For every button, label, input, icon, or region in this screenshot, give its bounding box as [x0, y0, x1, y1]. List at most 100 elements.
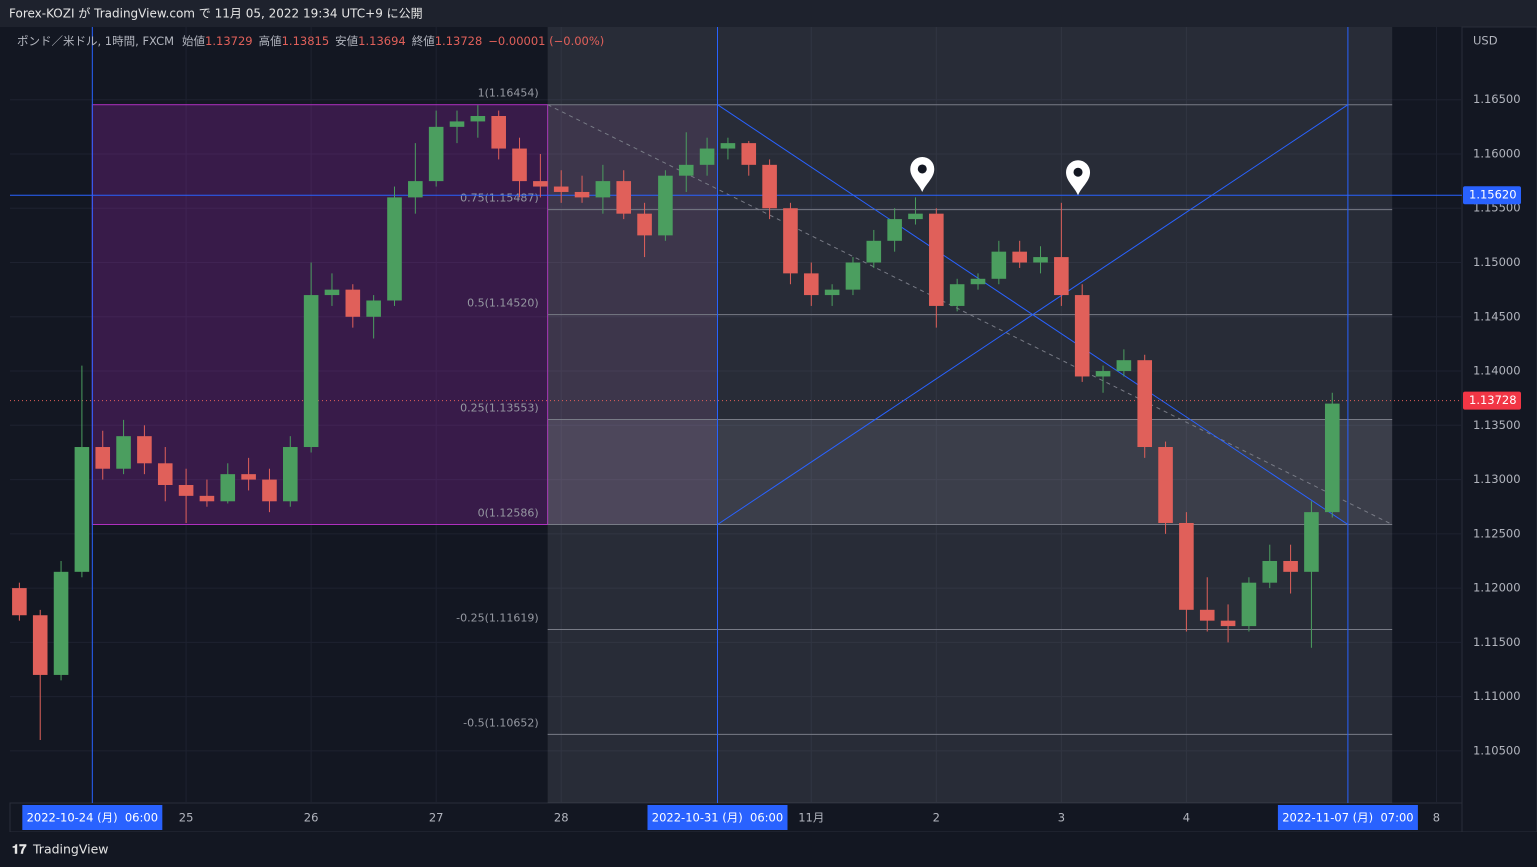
- x-tick-label: 3: [1058, 811, 1065, 825]
- candle-body: [699, 148, 715, 165]
- y-tick-label: 1.10500: [1473, 743, 1521, 757]
- legend-change: −0.00001 (−0.00%): [488, 34, 604, 48]
- candle-body: [324, 289, 340, 296]
- y-tick-label: 1.14500: [1473, 309, 1521, 323]
- candle-body: [220, 474, 236, 502]
- candle-body: [345, 289, 361, 317]
- header-bar: [0, 0, 1537, 27]
- candle-body: [553, 186, 569, 192]
- chart-layer: 1(1.16454) 0.75(1.15487) 0.5(1.14520) 0.25(…: [10, 27, 1462, 803]
- legend-value: 1.13729: [205, 34, 253, 48]
- x-tick-label: 28: [554, 811, 569, 825]
- x-tick-label: 25: [179, 811, 194, 825]
- y-tick-label: 1.16000: [1473, 146, 1521, 160]
- y-tick-label: 1.14000: [1473, 364, 1521, 378]
- candle-body: [678, 164, 694, 176]
- candle-body: [1199, 609, 1215, 621]
- candle-body: [762, 164, 777, 209]
- crosshair-label-bg: [22, 805, 163, 830]
- fib-label: 1(1.16454): [478, 87, 539, 100]
- candle-body: [157, 463, 173, 486]
- x-tick-label: 11月: [798, 811, 824, 825]
- fib-zone: [91, 104, 549, 526]
- candle-body: [449, 121, 465, 127]
- candle-body: [53, 571, 69, 675]
- y-tick-label: 1.12500: [1473, 526, 1521, 540]
- candle-body: [262, 479, 277, 502]
- legend-name: 終値: [412, 34, 435, 48]
- last-price-bg: [1463, 391, 1521, 410]
- header: Forex-KOZI が TradingView.com で 11月 05, 2…: [9, 6, 423, 21]
- footer: TradingView: [32, 842, 109, 857]
- candle-body: [1283, 560, 1298, 572]
- candle-body: [1179, 522, 1194, 610]
- candle-body: [366, 300, 381, 317]
- candle-body: [887, 219, 902, 241]
- candle-body: [428, 126, 444, 182]
- candle-body: [178, 485, 194, 496]
- fib-label: 0.75(1.15487): [460, 192, 539, 205]
- y-tick-label: 1.13500: [1473, 418, 1521, 432]
- candle-body: [533, 181, 548, 187]
- candle-body: [408, 181, 423, 198]
- candle-body: [1158, 447, 1173, 523]
- candle-body: [658, 175, 673, 236]
- candle-body: [387, 197, 402, 301]
- fib-label: 0(1.12586): [478, 507, 539, 520]
- candle-body: [929, 213, 944, 306]
- candle-body: [574, 191, 590, 198]
- candle-body: [199, 495, 215, 502]
- fib-area: [547, 27, 1393, 803]
- legend-name: 高値: [259, 34, 282, 48]
- last-price-label: 1.13728: [1469, 393, 1517, 407]
- y-tick-label: 1.16500: [1473, 92, 1521, 106]
- candle-body: [637, 213, 652, 236]
- candle-body: [95, 447, 111, 469]
- fib-label: -0.5(1.10652): [463, 716, 539, 729]
- x-tick-label: 8: [1433, 811, 1440, 825]
- y-tick-label: 1.11000: [1473, 689, 1521, 703]
- candle-body: [866, 240, 882, 263]
- candle-body: [491, 115, 506, 149]
- candle-body: [908, 213, 923, 220]
- footer-bar: [0, 832, 1537, 867]
- symbol: ポンド／米ドル, 1時間, FXCM: [17, 34, 174, 48]
- x-tick-label: 26: [304, 811, 319, 825]
- candle-body: [741, 143, 757, 165]
- candle-body: [783, 208, 798, 274]
- candle-body: [1304, 512, 1319, 572]
- pin-marker: [910, 156, 935, 192]
- candle-body: [1012, 251, 1027, 263]
- candle-body: [74, 447, 90, 572]
- crosshair-label: 2022-11-07 (月) 07:00: [1282, 811, 1413, 825]
- x-tick-label: 4: [1183, 811, 1190, 825]
- candle-body: [1220, 620, 1236, 627]
- candle-body: [1095, 371, 1111, 377]
- cross-line: [717, 104, 1349, 525]
- x-tick-label: 27: [429, 811, 444, 825]
- price-axis: [1461, 26, 1537, 833]
- x-tick-label: 2: [933, 811, 940, 825]
- candle-body: [720, 143, 736, 149]
- fib-label: 0.25(1.13553): [460, 402, 539, 415]
- candle-body: [970, 278, 986, 285]
- y-tick-label: 1.13000: [1473, 472, 1521, 486]
- candle-body: [241, 474, 256, 480]
- crosshair-label: 2022-10-24 (月) 06:00: [27, 811, 158, 825]
- candle-body: [137, 436, 152, 464]
- y-tick-label: 1.15000: [1473, 255, 1521, 269]
- candle-body: [616, 181, 632, 214]
- legend: ポンド／米ドル, 1時間, FXCM 始値1.13729 高値1.13815 安値1.…: [17, 34, 604, 48]
- fib-band: [547, 419, 1393, 525]
- legend-value: 1.13694: [358, 34, 406, 48]
- candle-body: [1116, 360, 1132, 372]
- fib-label: -0.25(1.11619): [456, 611, 539, 624]
- candle-body: [803, 273, 819, 296]
- candle-body: [1033, 257, 1048, 263]
- y-tick-label: 1.11500: [1473, 635, 1521, 649]
- logo: 𝟏𝟕: [12, 843, 27, 858]
- candle-body: [116, 436, 131, 469]
- candle-body: [1262, 560, 1278, 583]
